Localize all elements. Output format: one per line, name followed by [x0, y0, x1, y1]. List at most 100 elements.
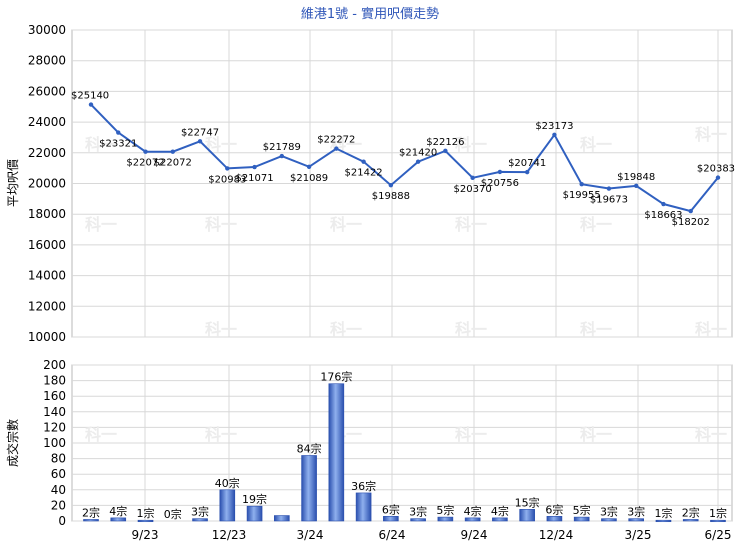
price-y-tick-label: 28000: [28, 54, 66, 68]
volume-data-label: 176宗: [320, 370, 352, 384]
x-tick-label: 6/25: [705, 528, 732, 542]
volume-data-label: 1宗: [709, 506, 727, 520]
volume-bar: [301, 455, 317, 522]
volume-data-label: 4宗: [464, 504, 482, 518]
price-data-label: $21420: [399, 148, 437, 159]
volume-bar: [110, 517, 127, 522]
price-data-label: $22272: [317, 135, 355, 146]
price-data-label: $21071: [235, 173, 273, 184]
price-point: [143, 149, 148, 154]
volume-bar: [710, 519, 726, 523]
price-y-tick-label: 10000: [28, 330, 66, 344]
price-data-label: $19955: [563, 190, 601, 201]
volume-y-tick-label: 20: [51, 498, 66, 512]
price-data-label: $25140: [71, 91, 109, 102]
volume-data-label: 15宗: [515, 495, 540, 509]
volume-bars: [83, 383, 726, 523]
watermark: 科一: [455, 320, 487, 339]
volume-grid: [72, 364, 732, 522]
price-point: [225, 166, 230, 171]
watermark: 科一: [205, 425, 237, 444]
volume-data-label: 4宗: [491, 504, 509, 518]
watermark: 科一: [695, 425, 727, 444]
watermark: 科一: [205, 135, 237, 154]
volume-panel: 科一 科一 科一 科一 科一 科一 020406080100120140160180200…: [5, 358, 733, 542]
price-data-label: $18202: [672, 217, 710, 228]
price-data-label: $22747: [181, 127, 219, 138]
price-point: [606, 186, 612, 191]
price-point: [443, 148, 448, 154]
watermark: 科一: [695, 320, 727, 339]
watermark: 科一: [85, 425, 117, 444]
price-data-labels: $25140$23321$22072$22072$22747$20983$210…: [71, 91, 735, 228]
watermark: 科一: [580, 135, 612, 154]
price-point: [688, 208, 693, 214]
price-point: [334, 146, 339, 151]
x-tick-label: 3/24: [297, 528, 324, 542]
price-point: [497, 169, 503, 175]
volume-y-axis-label: 成交宗數: [5, 419, 20, 467]
price-point: [361, 159, 366, 164]
volume-bar: [601, 518, 617, 522]
x-tick-label: 6/24: [379, 528, 406, 542]
price-point: [306, 164, 312, 169]
watermark: 科一: [580, 320, 612, 339]
price-y-tick-label: 12000: [28, 299, 66, 313]
volume-bar: [573, 516, 590, 522]
x-axis: 9/23 12/23 3/24 6/24 9/24 12/24 3/25 6/25: [132, 528, 732, 542]
price-point: [388, 183, 394, 188]
volume-data-label: 5宗: [573, 503, 591, 517]
price-point: [279, 153, 285, 159]
x-tick-label: 9/24: [461, 528, 488, 542]
price-data-label: $21422: [345, 168, 383, 179]
watermark: 科一: [580, 425, 612, 444]
volume-bar: [437, 516, 454, 522]
volume-data-label: 6宗: [382, 502, 400, 516]
price-data-label: $23173: [535, 121, 573, 132]
watermark: 科一: [455, 215, 487, 234]
price-point: [470, 175, 475, 181]
price-data-label: $20741: [508, 158, 546, 169]
volume-bar: [655, 519, 672, 523]
price-point: [552, 132, 557, 137]
volume-data-label: 3宗: [600, 505, 618, 519]
x-tick-label: 12/24: [539, 528, 574, 542]
price-y-axis-label: 平均呎價: [6, 159, 20, 207]
price-data-label: $20383: [697, 164, 735, 175]
price-y-tick-label: 20000: [28, 177, 66, 191]
volume-bar: [492, 517, 508, 522]
volume-bar: [246, 505, 263, 522]
x-tick-label: 9/23: [132, 528, 159, 542]
chart-title: 維港1號 - 實用呎價走勢: [301, 6, 439, 22]
price-data-label: $20370: [454, 184, 492, 195]
price-point: [715, 175, 721, 180]
price-data-label: $20983: [208, 174, 246, 185]
price-data-label: $22072: [126, 158, 164, 169]
volume-bar: [219, 489, 236, 522]
price-y-tick-label: 16000: [28, 238, 66, 252]
price-point: [170, 149, 175, 154]
volume-data-label: 3宗: [191, 505, 209, 519]
volume-data-label: 3宗: [409, 505, 427, 519]
volume-bar: [328, 383, 345, 522]
price-point: [197, 139, 203, 144]
volume-y-tick-label: 120: [43, 420, 66, 434]
price-point: [88, 102, 94, 107]
volume-data-label: 84宗: [297, 441, 322, 455]
volume-bar: [464, 517, 481, 522]
watermark: 科一: [205, 320, 237, 339]
price-data-label: $19848: [617, 172, 655, 183]
volume-y-tick-label: 40: [51, 483, 66, 497]
volume-y-tick-label: 140: [43, 405, 66, 419]
volume-data-label: 2宗: [82, 505, 100, 519]
volume-y-tick-label: 160: [43, 389, 66, 403]
watermark: 科一: [330, 320, 362, 339]
volume-bar: [383, 516, 399, 522]
watermark: 科一: [205, 215, 237, 234]
price-data-label: $19673: [590, 195, 628, 206]
price-y-tick-label: 14000: [28, 269, 66, 283]
price-point: [524, 169, 530, 175]
